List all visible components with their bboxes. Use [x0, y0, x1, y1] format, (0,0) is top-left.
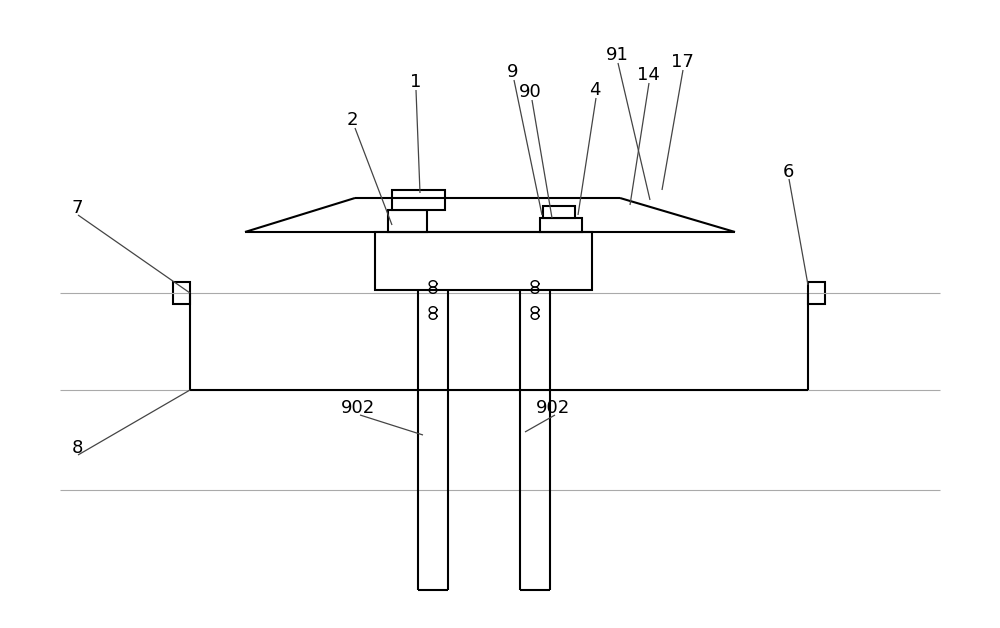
- Bar: [173, 282, 190, 304]
- Text: 90: 90: [519, 83, 541, 101]
- Bar: [540, 218, 582, 232]
- Bar: [375, 232, 592, 290]
- Bar: [388, 210, 427, 232]
- Text: 2: 2: [346, 111, 358, 129]
- Text: 1: 1: [410, 73, 422, 91]
- Bar: [543, 206, 575, 218]
- Text: 4: 4: [589, 81, 601, 99]
- Text: 91: 91: [606, 46, 628, 64]
- Text: 9: 9: [507, 63, 519, 81]
- Bar: [392, 190, 445, 210]
- Text: 8: 8: [71, 439, 83, 457]
- Bar: [808, 282, 825, 304]
- Text: 17: 17: [671, 53, 693, 71]
- Text: 14: 14: [637, 66, 659, 84]
- Text: 902: 902: [341, 399, 375, 417]
- Text: 6: 6: [782, 163, 794, 181]
- Text: 902: 902: [536, 399, 570, 417]
- Text: 7: 7: [71, 199, 83, 217]
